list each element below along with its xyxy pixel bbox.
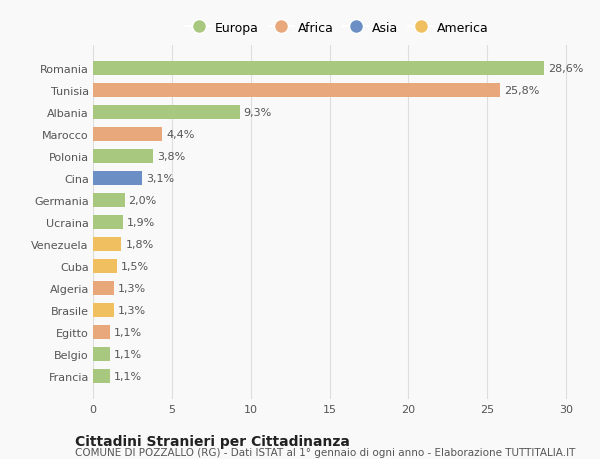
Text: 1,1%: 1,1% [114,371,142,381]
Bar [93,84,500,98]
Bar [93,172,142,185]
Bar [93,62,544,76]
Text: 1,8%: 1,8% [125,240,154,250]
Text: 1,1%: 1,1% [114,349,142,359]
Text: 3,1%: 3,1% [146,174,174,184]
Text: 28,6%: 28,6% [548,64,583,74]
Bar [93,216,123,230]
Bar [93,282,113,295]
Bar [93,304,113,317]
Text: 4,4%: 4,4% [166,130,195,140]
Bar [93,106,240,119]
Text: 1,1%: 1,1% [114,328,142,337]
Bar [93,326,110,339]
Legend: Europa, Africa, Asia, America: Europa, Africa, Asia, America [181,17,494,40]
Text: 2,0%: 2,0% [128,196,157,206]
Text: Cittadini Stranieri per Cittadinanza: Cittadini Stranieri per Cittadinanza [75,434,350,448]
Text: COMUNE DI POZZALLO (RG) - Dati ISTAT al 1° gennaio di ogni anno - Elaborazione T: COMUNE DI POZZALLO (RG) - Dati ISTAT al … [75,448,575,458]
Bar [93,150,153,163]
Text: 1,9%: 1,9% [127,218,155,228]
Bar [93,369,110,383]
Bar [93,238,121,252]
Bar [93,347,110,361]
Bar [93,260,116,274]
Text: 1,3%: 1,3% [118,284,146,294]
Text: 9,3%: 9,3% [244,108,272,118]
Text: 1,5%: 1,5% [121,262,149,272]
Text: 1,3%: 1,3% [118,306,146,315]
Text: 3,8%: 3,8% [157,151,185,162]
Text: 25,8%: 25,8% [504,86,539,96]
Bar [93,128,163,141]
Bar [93,194,125,207]
